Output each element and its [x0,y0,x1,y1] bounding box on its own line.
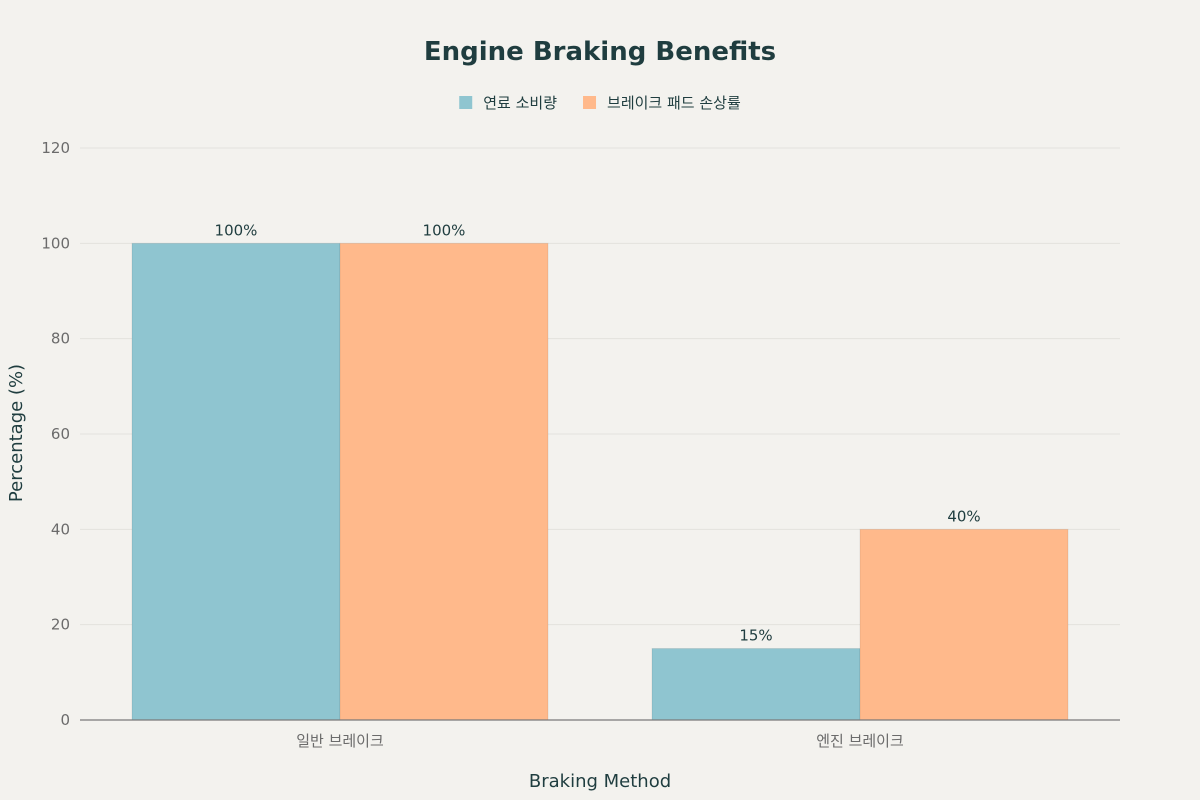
y-tick-label: 0 [60,711,70,729]
x-axis-title: Braking Method [529,771,671,792]
y-tick-label: 60 [51,425,70,443]
x-category-label: 일반 브레이크 [296,732,384,750]
data-label: 100% [423,221,466,239]
legend-swatch [459,96,473,109]
legend-label: 연료 소비량 [483,94,557,112]
bar-brake-pad-1 [859,528,1069,721]
data-label: 15% [739,627,772,645]
bar-brake-pad-0 [339,242,549,721]
legend-item[interactable]: 브레이크 패드 손상률 [583,94,741,112]
y-tick-label: 80 [51,330,70,348]
y-axis-ticks: 0 20 40 60 80 100 120 [41,139,70,729]
y-tick-label: 20 [51,616,70,634]
data-labels: 100% 100% 15% 40% [215,221,981,644]
legend-swatch [583,96,597,109]
bar-fuel-0 [131,242,341,721]
y-tick-label: 100 [41,234,70,252]
legend-label: 브레이크 패드 손상률 [607,94,741,112]
bar-fuel-1 [651,648,861,721]
bars [131,242,1069,721]
legend-item[interactable]: 연료 소비량 [459,94,557,112]
data-label: 40% [947,507,980,525]
x-axis-categories: 일반 브레이크 엔진 브레이크 [296,732,904,750]
x-category-label: 엔진 브레이크 [816,732,904,750]
chart-title: Engine Braking Benefits [424,37,776,67]
data-label: 100% [215,221,258,239]
y-axis-title: Percentage (%) [6,364,27,502]
y-tick-label: 40 [51,520,70,538]
legend: 연료 소비량 브레이크 패드 손상률 [459,94,741,112]
y-tick-label: 120 [41,139,70,157]
